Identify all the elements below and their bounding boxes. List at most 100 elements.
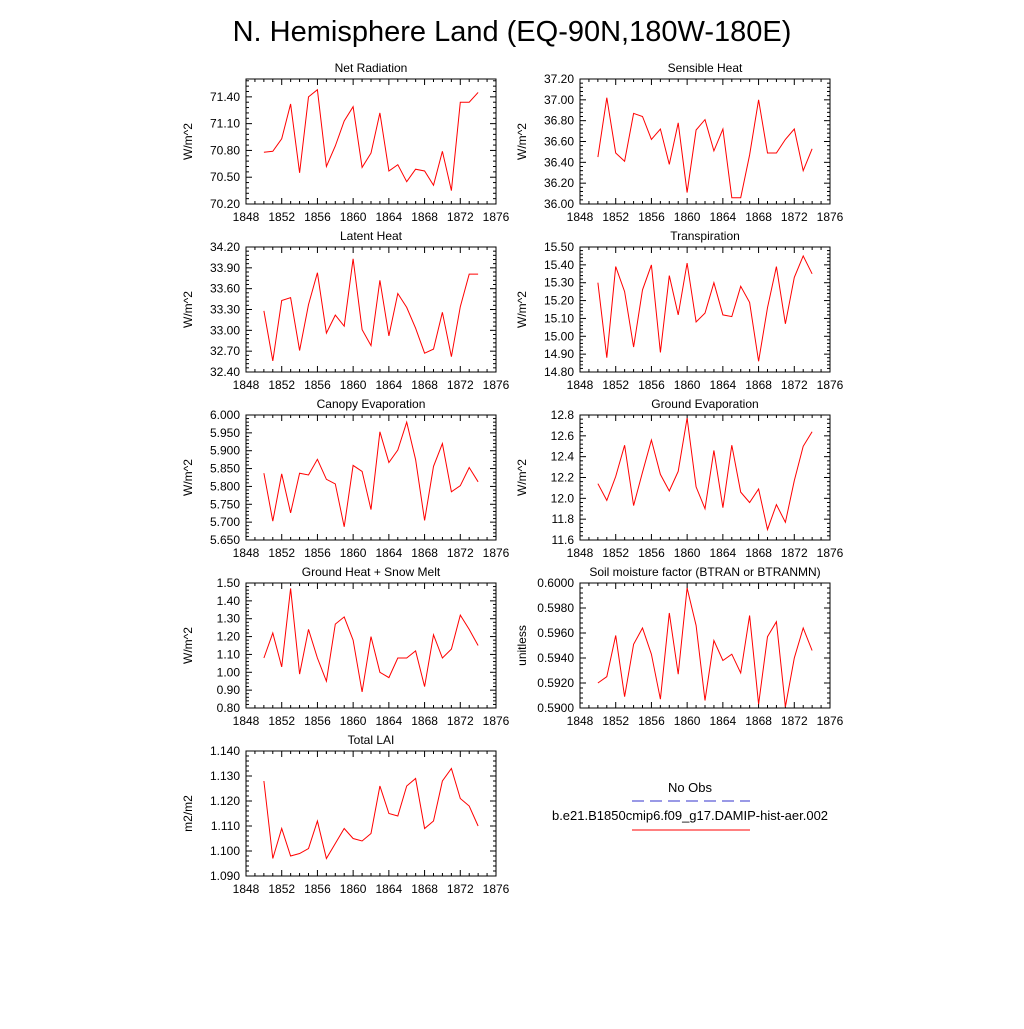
y-tick-label: 71.10 — [210, 117, 240, 131]
y-tick-label: 5.850 — [210, 462, 240, 476]
plot-frame — [245, 750, 497, 877]
x-tick-label: 1864 — [710, 210, 737, 224]
x-tick-label: 1868 — [745, 714, 772, 728]
y-tick-label: 12.2 — [551, 471, 575, 485]
x-tick-label: 1856 — [304, 210, 331, 224]
y-tick-label: 36.20 — [544, 176, 574, 190]
x-tick-label: 1852 — [268, 546, 295, 560]
x-tick-label: 1872 — [781, 210, 808, 224]
x-tick-label: 1864 — [710, 546, 737, 560]
x-tick-label: 1868 — [411, 210, 438, 224]
x-tick-label: 1848 — [233, 378, 260, 392]
x-tick-label: 1876 — [483, 714, 510, 728]
y-tick-label: 5.950 — [210, 426, 240, 440]
x-tick-label: 1848 — [567, 378, 594, 392]
y-tick-label: 36.00 — [544, 197, 574, 211]
y-tick-label: 1.090 — [210, 869, 240, 883]
y-tick-label: 15.00 — [544, 329, 574, 343]
y-tick-label: 11.6 — [552, 533, 575, 547]
x-tick-label: 1868 — [411, 714, 438, 728]
x-tick-label: 1860 — [340, 882, 367, 896]
x-tick-label: 1856 — [638, 714, 665, 728]
chart-title: Soil moisture factor (BTRAN or BTRANMN) — [589, 565, 820, 579]
y-tick-label: 15.20 — [544, 294, 574, 308]
y-tick-label: 1.10 — [217, 647, 241, 661]
x-tick-label: 1860 — [674, 378, 701, 392]
x-tick-label: 1876 — [817, 714, 844, 728]
chart-title: Canopy Evaporation — [317, 397, 426, 411]
x-tick-label: 1868 — [745, 210, 772, 224]
series-line — [597, 254, 813, 362]
x-tick-label: 1852 — [268, 714, 295, 728]
x-tick-label: 1876 — [817, 378, 844, 392]
chart-panel: Total LAI 1848 1852 1856 1860 1864 1868 1872 187… — [181, 733, 510, 896]
x-tick-label: 1864 — [376, 210, 403, 224]
x-tick-label: 1876 — [483, 210, 510, 224]
x-tick-label: 1860 — [340, 378, 367, 392]
plot-frame — [245, 414, 497, 541]
chart-title: Transpiration — [670, 229, 740, 243]
y-tick-label: 33.00 — [210, 323, 240, 337]
y-axis-label: W/m^2 — [515, 123, 529, 160]
x-tick-label: 1872 — [781, 546, 808, 560]
y-tick-label: 0.5940 — [537, 651, 574, 665]
x-tick-label: 1872 — [447, 882, 474, 896]
y-tick-label: 14.90 — [544, 347, 574, 361]
y-tick-label: 6.000 — [210, 408, 240, 422]
y-tick-label: 12.4 — [551, 450, 575, 464]
x-tick-label: 1848 — [567, 714, 594, 728]
chart-panel: Latent Heat 1848 1852 1856 1860 1864 1868 1872 1… — [181, 229, 510, 392]
y-tick-label: 12.8 — [551, 408, 575, 422]
y-tick-label: 1.140 — [210, 744, 240, 758]
y-axis-label: W/m^2 — [181, 459, 195, 496]
chart-title: Net Radiation — [335, 61, 408, 75]
chart-title: Ground Evaporation — [651, 397, 758, 411]
y-tick-label: 0.80 — [217, 701, 241, 715]
y-tick-label: 15.50 — [544, 240, 574, 254]
y-tick-label: 36.60 — [544, 135, 574, 149]
x-tick-label: 1864 — [376, 882, 403, 896]
y-axis-label: W/m^2 — [181, 291, 195, 328]
y-tick-label: 37.00 — [544, 93, 574, 107]
y-tick-label: 36.80 — [544, 114, 574, 128]
figure-title: N. Hemisphere Land (EQ-90N,180W-180E) — [233, 16, 792, 48]
x-tick-label: 1860 — [340, 210, 367, 224]
y-tick-label: 1.50 — [217, 576, 241, 590]
y-tick-label: 70.50 — [210, 170, 240, 184]
x-tick-label: 1856 — [638, 378, 665, 392]
chart-panels: Net Radiation 1848 1852 1856 1860 1864 1868 187… — [181, 61, 844, 896]
y-tick-label: 1.120 — [210, 794, 240, 808]
x-tick-label: 1868 — [411, 882, 438, 896]
y-tick-label: 0.6000 — [537, 576, 574, 590]
x-tick-label: 1848 — [233, 882, 260, 896]
y-tick-label: 37.20 — [544, 72, 574, 86]
chart-title: Total LAI — [348, 733, 395, 747]
y-tick-label: 1.110 — [211, 819, 240, 833]
chart-panel: Net Radiation 1848 1852 1856 1860 1864 1868 187… — [181, 61, 510, 224]
x-tick-label: 1876 — [483, 882, 510, 896]
y-tick-label: 15.30 — [544, 276, 574, 290]
x-tick-label: 1852 — [602, 210, 629, 224]
y-tick-label: 0.5920 — [537, 676, 574, 690]
chart-title: Latent Heat — [340, 229, 403, 243]
x-tick-label: 1856 — [304, 882, 331, 896]
x-tick-label: 1848 — [233, 546, 260, 560]
plot-frame — [245, 78, 497, 205]
y-tick-label: 15.40 — [544, 258, 574, 272]
x-tick-label: 1856 — [304, 546, 331, 560]
chart-panel: Ground Evaporation 1848 1852 1856 1860 1864 18… — [515, 397, 844, 560]
x-tick-label: 1848 — [233, 210, 260, 224]
y-tick-label: 33.90 — [210, 261, 240, 275]
chart-panel: Sensible Heat 1848 1852 1856 1860 1864 1868 187… — [515, 61, 844, 224]
x-tick-label: 1876 — [817, 546, 844, 560]
x-tick-label: 1856 — [638, 210, 665, 224]
chart-title: Ground Heat + Snow Melt — [302, 565, 441, 579]
x-tick-label: 1856 — [638, 546, 665, 560]
y-tick-label: 12.0 — [551, 491, 575, 505]
x-tick-label: 1860 — [674, 714, 701, 728]
x-tick-label: 1860 — [674, 210, 701, 224]
chart-panel: Ground Heat + Snow Melt 1848 1852 1856 1860 1… — [181, 565, 510, 728]
y-tick-label: 0.5900 — [537, 701, 574, 715]
y-tick-label: 14.80 — [544, 365, 574, 379]
